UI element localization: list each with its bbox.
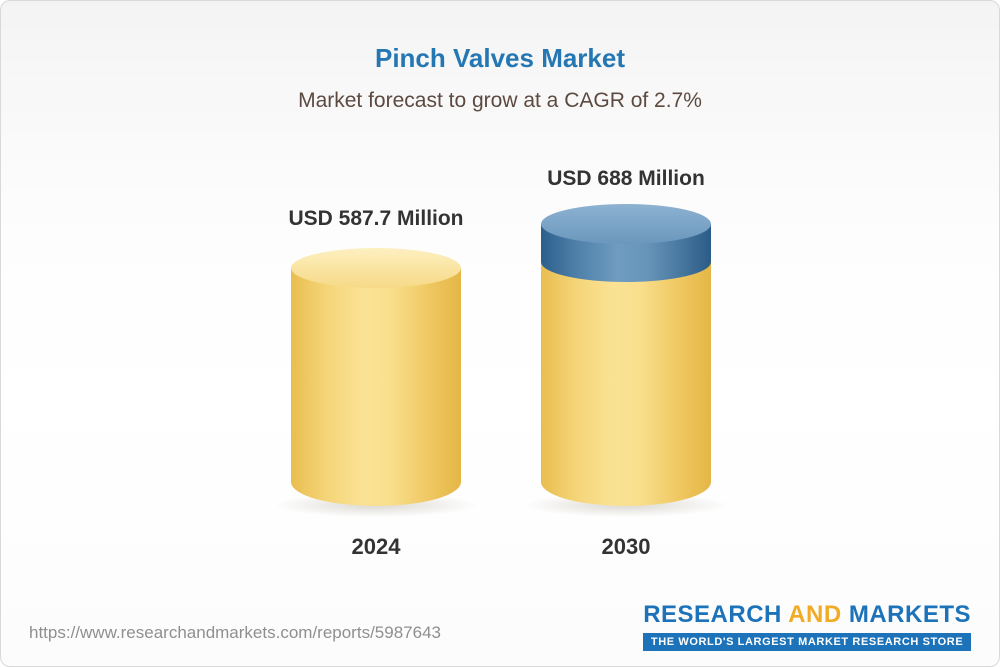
bar-2030-top-ellipse (541, 204, 711, 244)
bar-value-label-2024: USD 587.7 Million (288, 207, 464, 230)
bar-2030-body (541, 262, 711, 506)
bar-2024-top-ellipse (291, 248, 461, 288)
chart-subtitle: Market forecast to grow at a CAGR of 2.7… (298, 89, 702, 112)
logo-word-and: AND (788, 601, 842, 628)
logo-word-research: RESEARCH (643, 601, 782, 628)
research-and-markets-logo: RESEARCH AND MARKETS THE WORLD'S LARGEST… (643, 601, 971, 651)
logo-tagline: THE WORLD'S LARGEST MARKET RESEARCH STOR… (643, 633, 971, 651)
logo-word-markets: MARKETS (848, 601, 971, 628)
bar-2024-body (291, 268, 461, 506)
bar-value-label-2030: USD 688 Million (547, 167, 705, 190)
axis-label-2030: 2030 (601, 534, 651, 559)
axis-label-2024: 2024 (351, 534, 401, 559)
source-url[interactable]: https://www.researchandmarkets.com/repor… (29, 623, 441, 642)
logo-wordmark: RESEARCH AND MARKETS (643, 601, 971, 629)
bar-2024 (266, 248, 486, 548)
bar-2030 (516, 204, 736, 548)
chart-title: Pinch Valves Market (374, 43, 626, 73)
